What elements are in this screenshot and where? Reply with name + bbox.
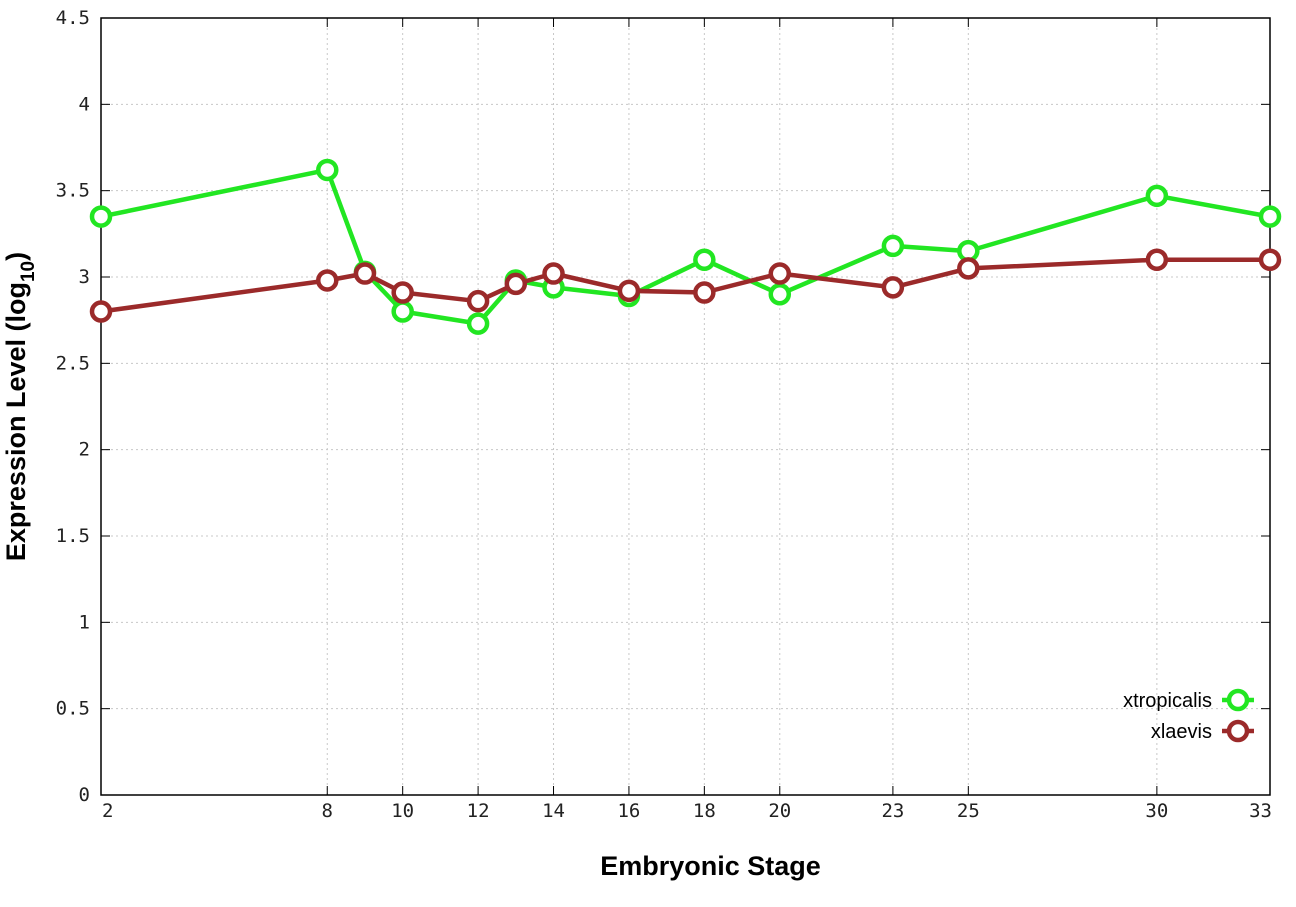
x-tick-label: 12 xyxy=(467,800,490,822)
y-axis-title-subscript: 10 xyxy=(18,261,39,282)
plot-frame xyxy=(100,17,1271,796)
legend-label: xtropicalis xyxy=(1123,690,1212,712)
legend-swatch-marker xyxy=(1226,719,1250,743)
grid-lines xyxy=(101,18,1270,795)
x-tick-label: 25 xyxy=(957,800,980,822)
data-point-xtropicalis xyxy=(391,300,414,323)
y-axis-title-close: ) xyxy=(1,252,31,261)
data-point-xtropicalis xyxy=(768,283,792,306)
data-point-xtropicalis xyxy=(1145,184,1169,208)
x-tick-label: 14 xyxy=(542,800,565,822)
x-tick-label: 30 xyxy=(1145,800,1168,822)
y-tick-label: 2 xyxy=(79,439,90,461)
data-point-xlaevis xyxy=(768,262,792,285)
data-point-xlaevis xyxy=(353,262,377,285)
y-tick-label: 1 xyxy=(79,611,90,633)
legend-swatch-marker xyxy=(1226,688,1250,712)
data-point-xlaevis xyxy=(881,276,905,299)
x-tick-label: 20 xyxy=(768,800,791,822)
data-point-xlaevis xyxy=(89,300,113,323)
y-tick-label: 1.5 xyxy=(56,525,90,547)
x-tick-label: 10 xyxy=(391,800,414,822)
data-point-xlaevis xyxy=(466,289,490,313)
data-point-xtropicalis xyxy=(89,205,113,228)
series-layer xyxy=(89,158,1282,335)
y-tick-label: 4.5 xyxy=(56,7,90,29)
series-xlaevis xyxy=(89,248,1282,323)
y-tick-label: 3.5 xyxy=(56,180,90,202)
x-axis-title: Embryonic Stage xyxy=(600,851,821,881)
data-point-xtropicalis xyxy=(316,158,339,182)
data-point-xlaevis xyxy=(617,279,641,303)
y-tick-label: 2.5 xyxy=(56,352,90,374)
y-axis-title: Expression Level (log10) xyxy=(1,252,39,561)
legend-label: xlaevis xyxy=(1151,721,1212,743)
x-tick-label: 2 xyxy=(102,800,113,822)
data-point-xlaevis xyxy=(391,281,414,304)
data-point-xlaevis xyxy=(957,257,980,280)
series-line-xtropicalis xyxy=(100,167,1271,326)
data-point-xtropicalis xyxy=(466,312,490,335)
x-tick-label: 16 xyxy=(617,800,640,822)
data-point-xlaevis xyxy=(1145,248,1169,271)
y-tick-label: 0.5 xyxy=(56,698,90,720)
data-point-xlaevis xyxy=(693,281,716,304)
data-point-xtropicalis xyxy=(1258,205,1282,228)
y-tick-label: 4 xyxy=(79,93,90,115)
data-point-xlaevis xyxy=(504,272,528,296)
data-point-xlaevis xyxy=(542,262,565,285)
x-tick-label: 8 xyxy=(322,800,333,822)
y-axis-title-main: Expression Level (log xyxy=(1,282,31,561)
y-tick-label: 3 xyxy=(79,266,90,288)
data-point-xlaevis xyxy=(1258,248,1282,271)
axis-ticks: 0 0.5 1 1.5 2 2.5 3 3.5 4 4.5 2 8 10 12 14 16 18 20 23 25 30… xyxy=(56,7,1272,822)
y-tick-label: 0 xyxy=(79,784,90,806)
data-point-xlaevis xyxy=(316,269,339,292)
legend: xtropicalis xlaevis xyxy=(1123,688,1254,743)
series-xtropicalis xyxy=(89,158,1282,335)
x-tick-label: 23 xyxy=(881,800,904,822)
data-point-xtropicalis xyxy=(881,234,905,258)
x-tick-label: 33 xyxy=(1249,800,1272,822)
x-tick-label: 18 xyxy=(693,800,716,822)
data-point-xtropicalis xyxy=(693,248,716,271)
